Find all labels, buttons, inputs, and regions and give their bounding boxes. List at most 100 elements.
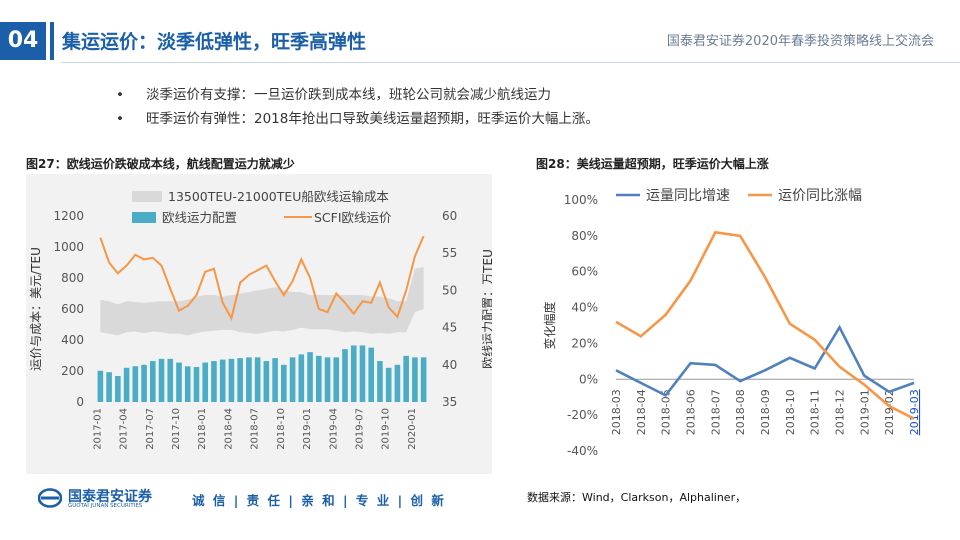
capacity-bar	[298, 354, 305, 402]
capacity-bar	[350, 345, 357, 402]
capacity-bar	[324, 357, 331, 402]
chart-right-panel: -40% -20% 0% 20% 40% 60% 80% 100% 2018-03 2018-04…	[536, 174, 928, 464]
data-source: 数据来源：Wind，Clarkson，Alphaliner，	[527, 491, 747, 504]
chart-right-svg: -40% -20% 0% 20% 40% 60% 80% 100% 2018-03 2018-04…	[542, 188, 921, 458]
y-tick-label: 0	[76, 395, 84, 409]
bullet-text: 淡季运价有支撑：一旦运价跌到成本线，班轮公司就会减少航线运力	[146, 87, 551, 103]
x-tick-label: 2018-01	[197, 408, 208, 450]
capacity-bar	[106, 372, 112, 402]
y2-tick-label: 35	[442, 395, 457, 409]
x-tick-label: 2018-04	[223, 408, 234, 450]
capacity-bar	[193, 367, 200, 402]
x-tick-label: 2018-12	[834, 389, 847, 435]
capacity-bar	[219, 359, 226, 402]
capacity-bar	[158, 358, 165, 402]
capacity-bar	[385, 367, 392, 402]
capacity-bar	[228, 358, 235, 402]
y-axis-title: 运价与成本：美元/TEU	[29, 247, 43, 371]
scfi-line	[99, 235, 425, 321]
y-tick-label: 400	[61, 333, 84, 347]
logo-text-cn: 国泰君安证券	[68, 489, 152, 505]
x-tick-label: 2019-07	[354, 408, 365, 450]
capacity-bar	[412, 357, 418, 402]
y2-tick-label: 45	[442, 321, 457, 335]
bullet-list: • 淡季运价有支撑：一旦运价跌到成本线，班轮公司就会减少航线运力 • 旺季运价有弹性…	[116, 86, 599, 134]
x-tick-label: 2019-10	[381, 408, 392, 450]
x-tick-label: 2018-07	[709, 389, 722, 435]
capacity-bar	[263, 361, 270, 402]
x-tick-label: 2018-11	[809, 389, 822, 435]
legend-label-volume: 运量同比增速	[646, 188, 730, 204]
x-tick-label: 2019-03	[908, 389, 921, 435]
capacity-bar	[115, 375, 121, 402]
section-number: 04	[0, 22, 46, 60]
capacity-bar	[377, 361, 383, 402]
x-tick-label: 2019-04	[328, 408, 339, 450]
x-tick-label: 2020-01	[407, 408, 418, 450]
x-tick-label: 2019-01	[302, 408, 313, 450]
chart-left-panel: 0 200 400 600 800 1000 1200 35 40 45 50 55 60 2017-01…	[26, 174, 495, 474]
capacity-bar	[97, 370, 104, 402]
y-tick-label: -20%	[567, 408, 598, 422]
legend-label-capacity: 欧线运力配置	[162, 210, 237, 225]
legend-swatch-capacity	[132, 212, 156, 223]
x-tick-label: 2019-02	[883, 389, 896, 435]
y-tick-label: 60%	[571, 265, 598, 279]
bullet-marker: •	[116, 111, 124, 127]
x-tick-label: 2017-07	[145, 408, 156, 450]
legend-label-cost: 13500TEU-21000TEU船欧线运输成本	[168, 189, 389, 204]
x-tick-label: 2017-01	[92, 408, 103, 450]
capacity-bar	[403, 355, 409, 402]
capacity-bar	[289, 357, 296, 402]
capacity-bar	[281, 364, 287, 402]
series-line-volume	[615, 324, 915, 398]
capacity-bar	[132, 366, 139, 402]
bullet-item: • 旺季运价有弹性：2018年抢出口导致美线运量超预期，旺季运价大幅上涨。	[116, 110, 599, 134]
bullet-text: 旺季运价有弹性：2018年抢出口导致美线运量超预期，旺季运价大幅上涨。	[146, 111, 599, 127]
capacity-bar	[315, 355, 322, 402]
capacity-bar	[167, 358, 174, 402]
capacity-bar	[333, 357, 340, 402]
capacity-bar	[246, 357, 252, 402]
y-tick-label: 1000	[53, 240, 84, 254]
capacity-bar	[394, 364, 401, 402]
x-tick-label: 2017-04	[119, 408, 130, 450]
page-title: 集运运价：淡季低弹性，旺季高弹性	[62, 31, 367, 53]
y-tick-label: 40%	[571, 301, 598, 315]
y2-tick-label: 55	[442, 246, 457, 260]
event-title: 国泰君安证券2020年春季投资策略线上交流会	[666, 34, 934, 49]
y2-tick-label: 40	[442, 358, 457, 372]
y-tick-label: 800	[61, 271, 84, 285]
y-tick-label: 200	[61, 364, 84, 378]
x-tick-label: 2018-10	[784, 389, 797, 435]
capacity-bar	[211, 361, 217, 402]
capacity-bar	[254, 357, 261, 402]
chart-right-caption: 图28：美线运量超预期，旺季运价大幅上涨	[536, 157, 769, 171]
capacity-bar	[141, 364, 147, 402]
x-tick-label: 2018-06	[685, 389, 698, 435]
x-tick-label: 2019-01	[858, 389, 871, 435]
y-tick-label: 20%	[571, 336, 598, 350]
company-logo: 国泰君安证券 GUOTAI JUNAN SECURITIES	[38, 486, 178, 512]
y-tick-label: 80%	[571, 229, 598, 243]
header-accent-bar	[50, 22, 54, 60]
capacity-bar	[237, 358, 243, 402]
capacity-bar	[184, 366, 191, 402]
capacity-bar	[202, 362, 209, 402]
y-tick-label: 1200	[53, 209, 84, 223]
x-tick-label: 2017-10	[171, 408, 182, 450]
chart-left-caption: 图27：欧线运价跌破成本线，航线配置运力就减少	[26, 157, 295, 171]
capacity-bar	[123, 367, 130, 402]
capacity-bar	[307, 352, 313, 402]
y2-tick-label: 60	[442, 209, 457, 223]
cost-band	[100, 267, 424, 336]
legend-label-scfi: SCFI欧线运价	[314, 210, 392, 225]
capacity-bar	[368, 347, 375, 402]
capacity-bar	[420, 357, 427, 402]
header-divider	[62, 62, 960, 63]
x-tick-label: 2018-03	[610, 389, 623, 435]
capacity-bar	[272, 358, 278, 402]
bullet-item: • 淡季运价有支撑：一旦运价跌到成本线，班轮公司就会减少航线运力	[116, 86, 599, 110]
y-tick-label: 0%	[579, 372, 598, 386]
x-tick-label: 2018-05	[660, 389, 673, 435]
